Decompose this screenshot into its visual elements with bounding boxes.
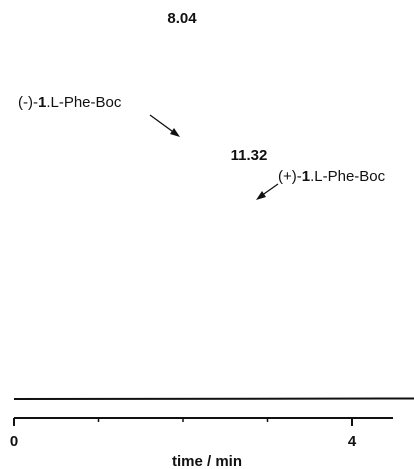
annotation-label-2: (+)-1.L-Phe-Boc [278,168,386,185]
x-axis: 0481216 time / min [10,417,393,469]
x-axis-label: time / min [172,453,242,469]
x-tick-label: 0 [10,433,18,450]
annotation-arrow-2 [256,183,279,200]
x-axis-ticks: 0481216 [10,418,357,450]
annotation-arrow-1 [149,114,180,137]
x-tick-label: 4 [348,433,357,450]
peak-label-1: 8.04 [167,10,197,27]
annotation-label-1: (-)-1.L-Phe-Boc [18,94,122,111]
peak-label-2: 11.32 [231,147,268,164]
